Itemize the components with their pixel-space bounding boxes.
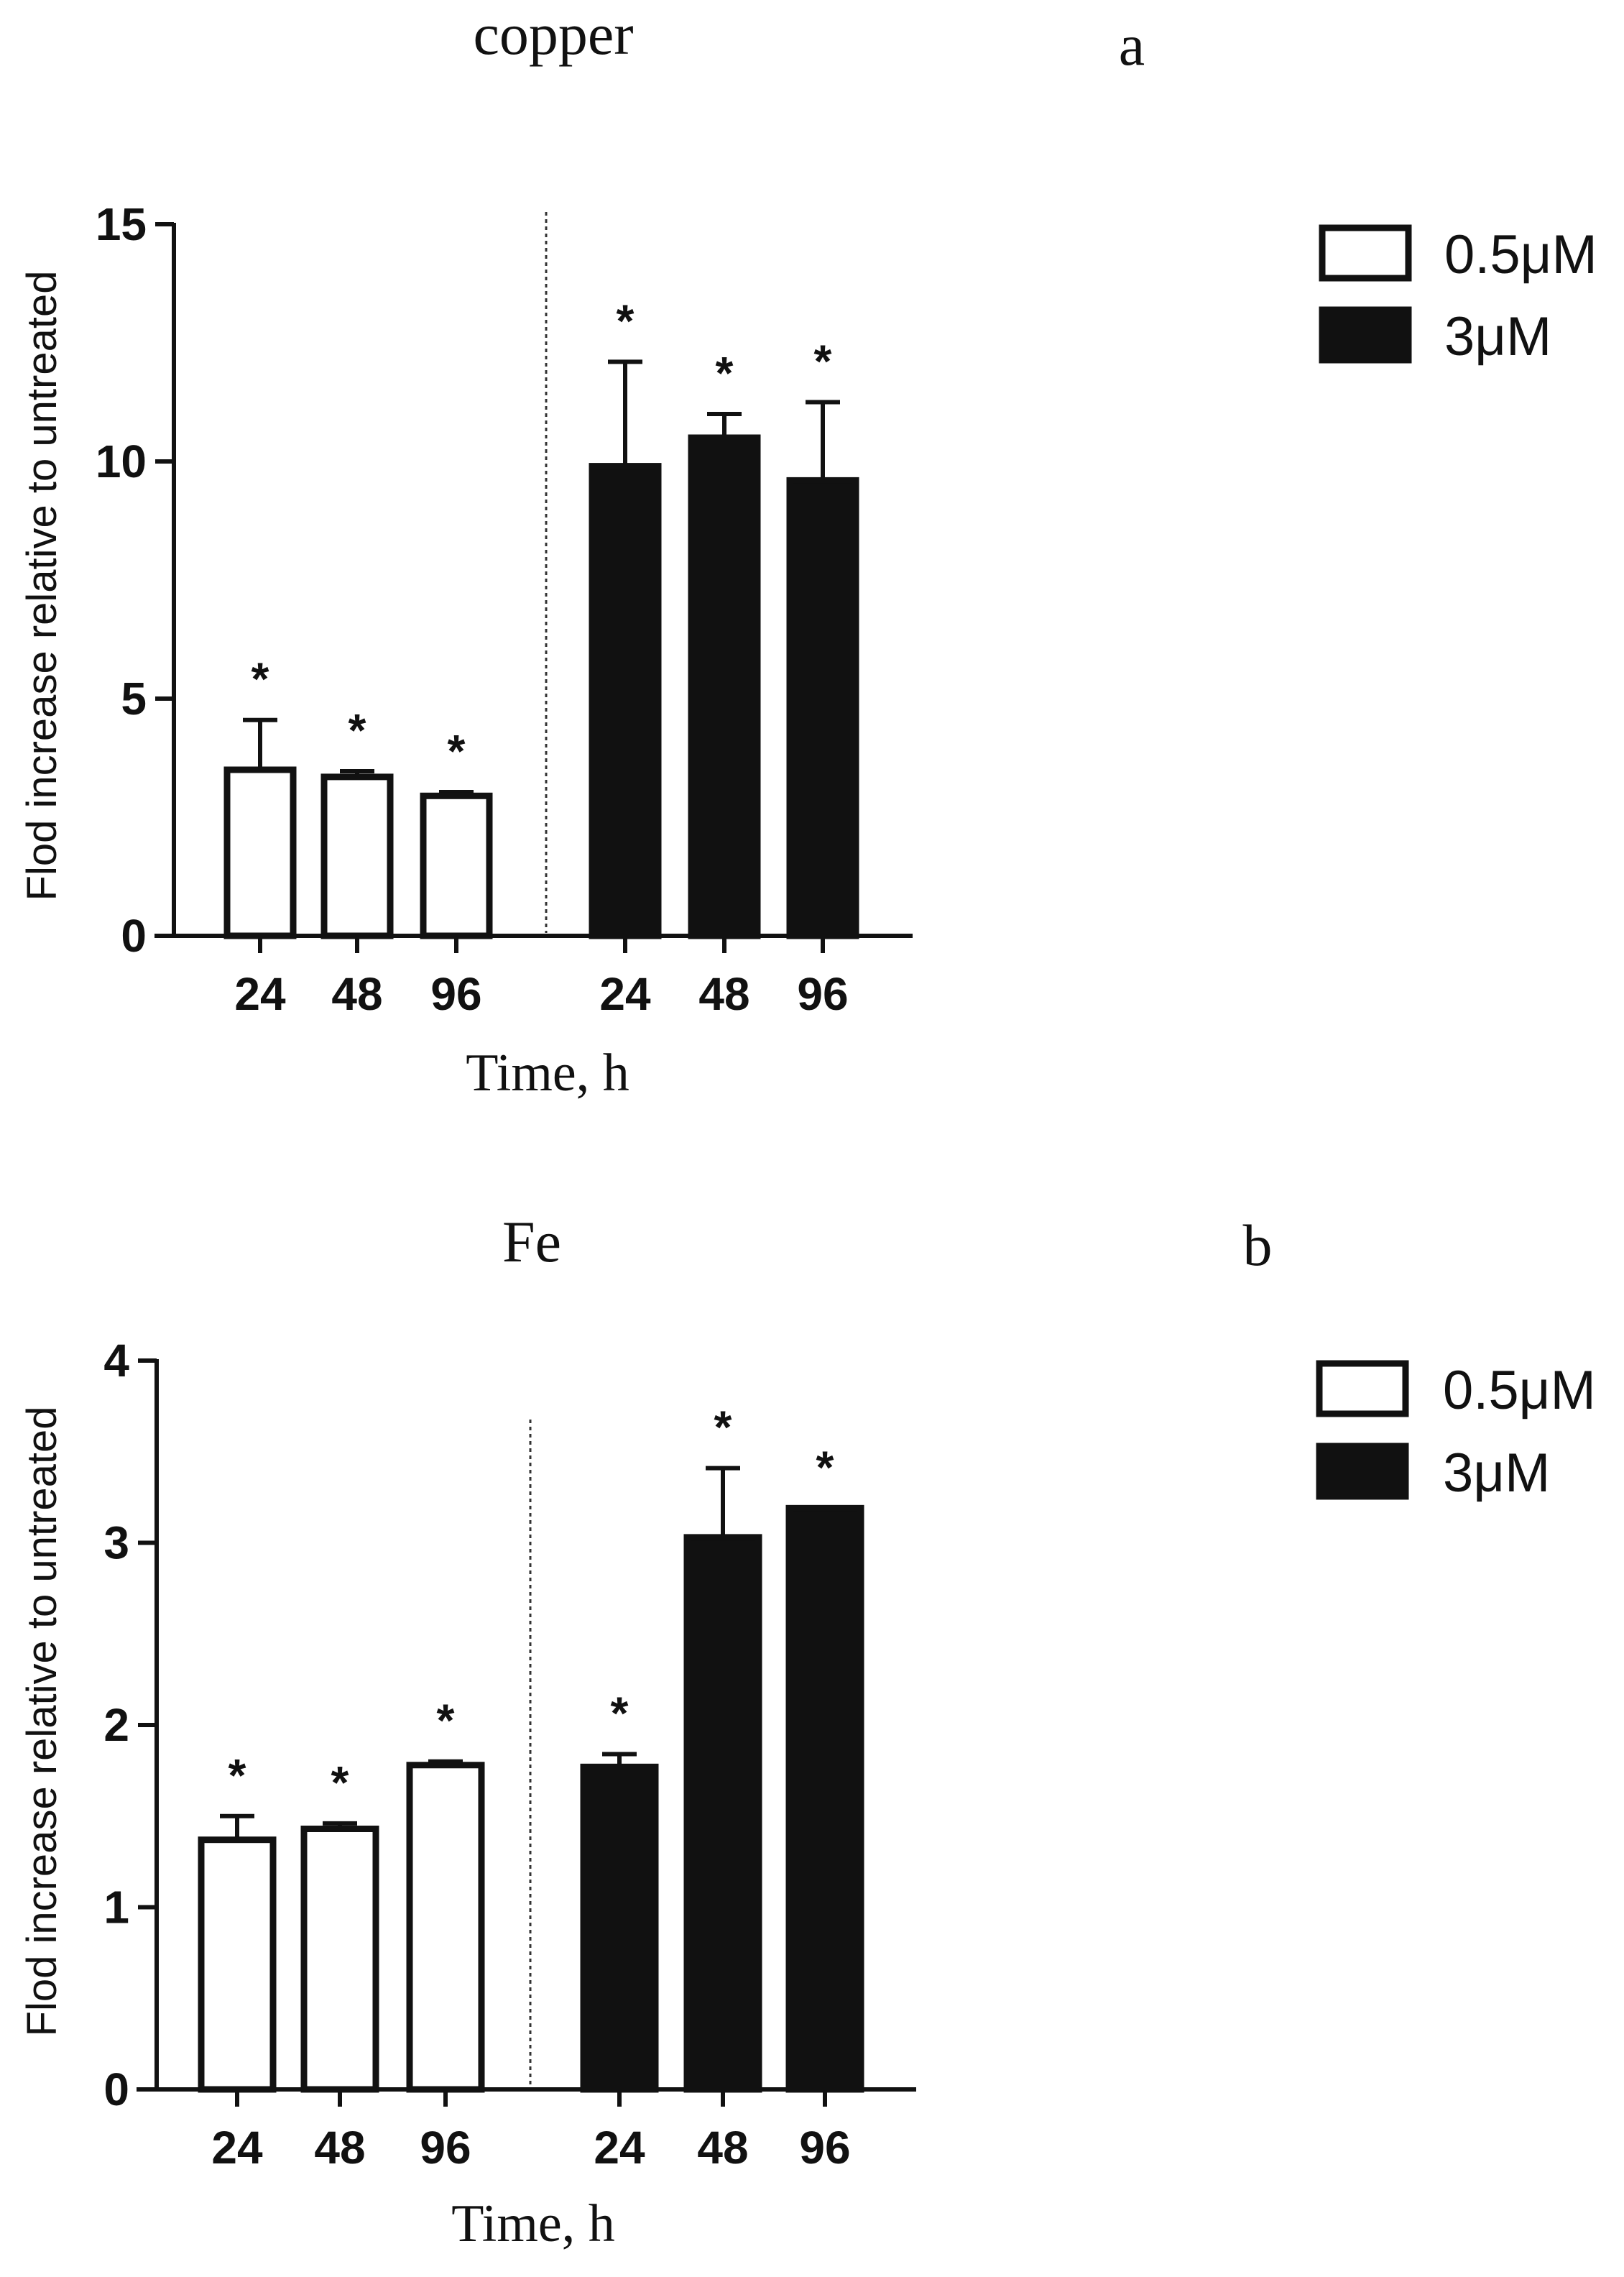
significance-star-a: * xyxy=(448,725,466,777)
y-tick-label-b: 1 xyxy=(103,1882,129,1933)
x-tick-label-b: 48 xyxy=(314,2122,365,2174)
y-axis-label-b: Flod increase relative to untreated xyxy=(19,1407,65,2037)
y-tick-label-b: 3 xyxy=(103,1517,129,1569)
y-tick-label-a: 5 xyxy=(121,673,147,724)
significance-star-a: * xyxy=(252,653,269,705)
chart-title-copper: copper xyxy=(473,1,633,67)
chart-title-fe: Fe xyxy=(502,1209,561,1274)
bar-a-s1-3-1 xyxy=(688,434,761,939)
legend-label-b-0: 0.5μM xyxy=(1443,1360,1596,1421)
bar-a-s0-3-0 xyxy=(223,766,297,939)
legend-swatch-b-0 xyxy=(1316,1360,1409,1417)
x-tick-label-b: 24 xyxy=(594,2122,645,2174)
bar-a-s0-3-2 xyxy=(420,792,493,939)
panel-label-b: b xyxy=(1243,1213,1273,1278)
legend-swatch-a-0 xyxy=(1319,224,1412,282)
x-tick-label-b: 48 xyxy=(697,2122,748,2174)
bar-b-s1-3-0 xyxy=(580,1763,659,2093)
x-axis-label-b: Time, h xyxy=(451,2194,615,2253)
legend-b: 0.5μM 3μM xyxy=(1316,1360,1596,1504)
significance-star-a: * xyxy=(814,336,832,387)
x-tick-label-a: 48 xyxy=(698,968,749,1020)
legend-label-b-1: 3μM xyxy=(1443,1443,1550,1504)
x-tick-label-a: 96 xyxy=(430,968,481,1020)
significance-star-b: * xyxy=(816,1441,834,1493)
bar-b-s0-3-1 xyxy=(300,1825,379,2093)
x-tick-label-a: 24 xyxy=(599,968,651,1020)
legend-label-a-0: 0.5μM xyxy=(1444,224,1597,285)
y-axis-label-a: Flod increase relative to untreated xyxy=(19,271,65,901)
x-axis-label-a: Time, h xyxy=(466,1044,629,1103)
bar-b-s0-3-2 xyxy=(406,1762,485,2093)
y-tick-label-b: 4 xyxy=(103,1335,129,1386)
legend-swatch-b-1 xyxy=(1316,1443,1409,1500)
x-tick-label-b: 96 xyxy=(799,2122,850,2174)
significance-star-a: * xyxy=(716,347,734,399)
x-tick-label-b: 24 xyxy=(211,2122,263,2174)
significance-star-b: * xyxy=(714,1402,732,1453)
y-tick-label-a: 10 xyxy=(96,436,147,487)
significance-star-b: * xyxy=(437,1695,455,1747)
bar-b-s1-3-2 xyxy=(785,1504,864,2093)
plot-area-a: 0 5 10 15 24 * 48 * 96 * 24 * 48 * 96 * xyxy=(96,198,913,1020)
bar-b-s0-3-0 xyxy=(198,1836,277,2093)
y-tick-label-b: 2 xyxy=(103,1699,129,1751)
significance-star-b: * xyxy=(611,1688,629,1739)
legend-label-a-1: 3μM xyxy=(1444,306,1551,367)
bar-b-s1-3-1 xyxy=(683,1534,762,2093)
y-tick-label-b: 0 xyxy=(103,2064,129,2115)
x-tick-label-a: 24 xyxy=(234,968,286,1020)
panel-label-a: a xyxy=(1119,12,1145,78)
y-tick-label-a: 0 xyxy=(121,910,147,962)
bar-a-s1-3-0 xyxy=(589,463,662,939)
significance-star-b: * xyxy=(331,1757,349,1808)
x-tick-label-a: 96 xyxy=(797,968,848,1020)
significance-star-b: * xyxy=(229,1749,246,1801)
x-tick-label-b: 96 xyxy=(420,2122,471,2174)
y-tick-label-a: 15 xyxy=(96,198,147,250)
legend-swatch-a-1 xyxy=(1319,306,1412,364)
significance-star-a: * xyxy=(349,704,366,756)
x-tick-label-a: 48 xyxy=(331,968,382,1020)
bar-a-s1-3-2 xyxy=(786,477,859,939)
legend-a: 0.5μM 3μM xyxy=(1319,224,1597,367)
plot-area-b: 0 1 2 3 4 24 * 48 * 96 * 24 * 48 * 96 * xyxy=(103,1335,916,2174)
bar-a-s0-3-1 xyxy=(320,773,394,939)
significance-star-a: * xyxy=(617,295,635,346)
